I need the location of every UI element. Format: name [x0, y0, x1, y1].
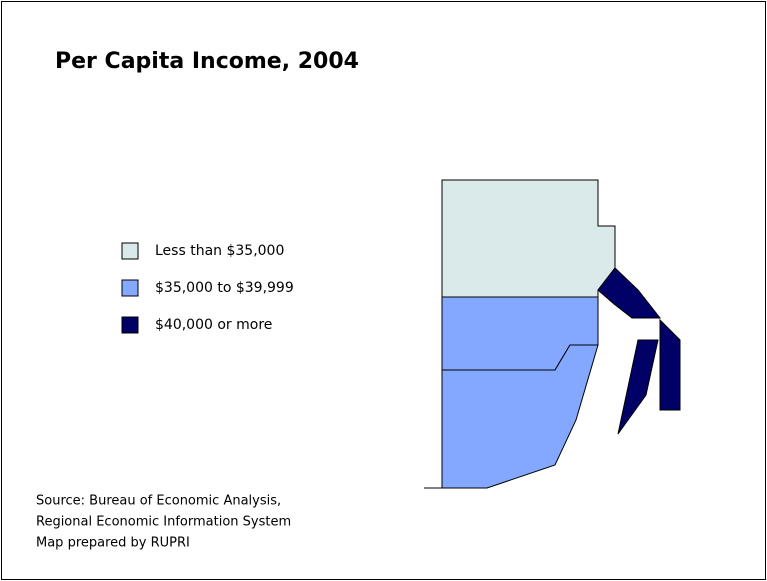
region [441, 344, 599, 489]
legend-label: $35,000 to $39,999 [155, 280, 294, 296]
legend-label: $40,000 or more [155, 317, 272, 333]
region [597, 267, 662, 319]
legend-swatch [121, 279, 139, 297]
source-line: Regional Economic Information System [36, 515, 291, 530]
region [441, 179, 616, 298]
legend-swatch [121, 242, 139, 260]
region [659, 318, 681, 411]
map [424, 179, 681, 489]
source-line: Map prepared by RUPRI [36, 536, 190, 551]
legend: Less than $35,000 $35,000 to $39,999 $40,0… [121, 242, 294, 334]
source: Source: Bureau of Economic Analysis, Regi… [36, 494, 291, 551]
source-line: Source: Bureau of Economic Analysis, [36, 494, 281, 509]
legend-label: Less than $35,000 [155, 243, 284, 259]
legend-swatch [121, 316, 139, 334]
region [617, 339, 659, 435]
title: Per Capita Income, 2004 [55, 49, 359, 74]
